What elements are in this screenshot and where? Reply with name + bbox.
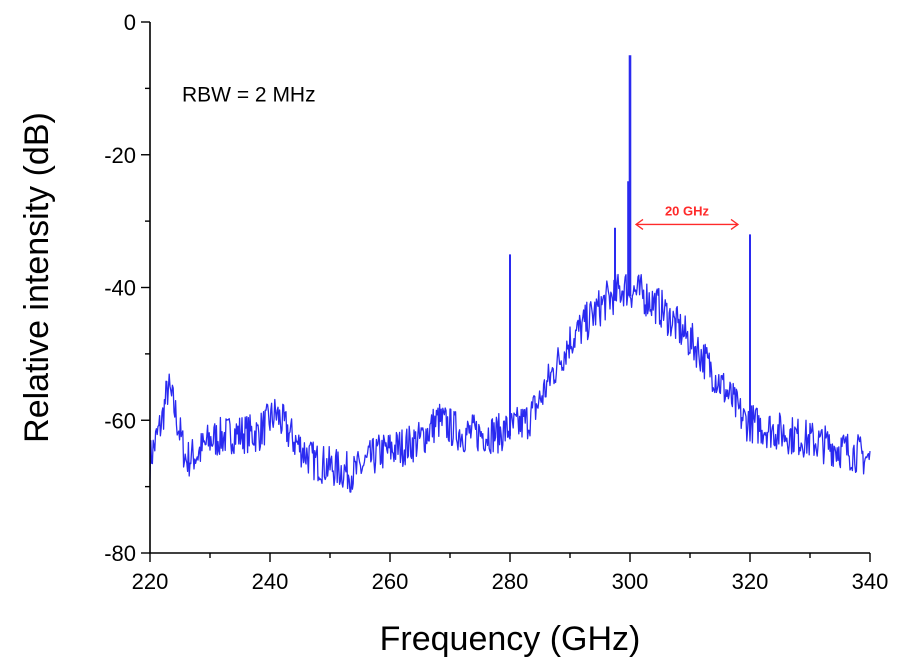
y-tick-label: -80	[104, 541, 136, 566]
y-tick-label: -20	[104, 143, 136, 168]
spacing-arrow-head-right	[730, 218, 740, 230]
axis-ticks	[141, 21, 871, 562]
spacing-arrow-head-left	[634, 218, 644, 230]
y-tick-label: -60	[104, 408, 136, 433]
x-tick-label: 240	[252, 569, 289, 594]
x-tick-label: 280	[492, 569, 529, 594]
spacing-label: 20 GHz	[665, 203, 710, 218]
spectral-peaks	[509, 55, 751, 436]
y-tick-label: 0	[124, 10, 136, 35]
y-tick-label: -40	[104, 276, 136, 301]
mode-spacing-annotation: 20 GHz	[634, 203, 740, 230]
plot-area	[149, 55, 871, 493]
x-tick-label: 220	[132, 569, 169, 594]
x-tick-label: 340	[852, 569, 889, 594]
x-tick-label: 260	[372, 569, 409, 594]
axis-frame	[149, 22, 870, 554]
rbw-annotation: RBW = 2 MHz	[182, 84, 316, 107]
tick-labels: 220 240 260 280 300 320 340 0 -20 -40 -60 -80	[104, 10, 888, 594]
y-axis-title: Relative intensity (dB)	[18, 112, 56, 443]
spectrum-series-line	[149, 273, 871, 493]
x-tick-label: 300	[612, 569, 649, 594]
x-axis-title: Frequency (GHz)	[380, 620, 641, 658]
x-tick-label: 320	[732, 569, 769, 594]
